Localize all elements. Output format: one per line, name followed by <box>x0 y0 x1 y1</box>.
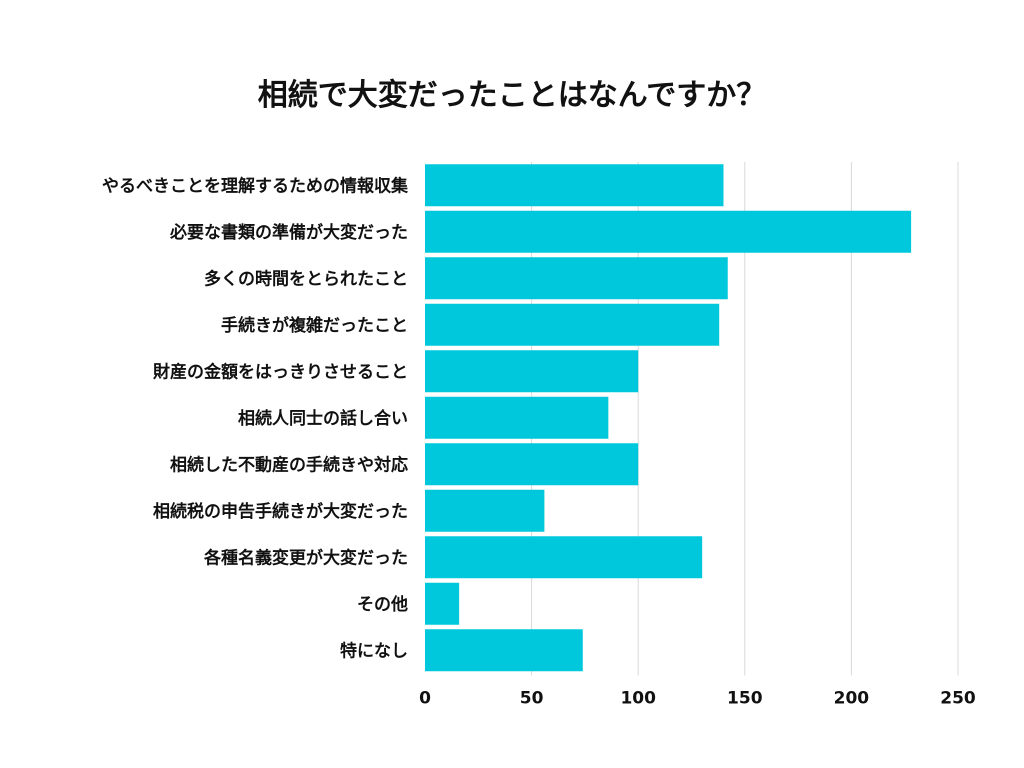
chart-title: 相続で大変だったことはなんですか？ <box>257 78 767 113</box>
bar <box>425 210 912 253</box>
category-label: 相続した不動産の手続きや対応 <box>170 454 408 475</box>
bar <box>425 164 724 207</box>
bar <box>425 629 583 672</box>
x-tick-label: 200 <box>834 689 870 709</box>
x-tick-label: 250 <box>940 689 976 709</box>
bar <box>425 489 545 532</box>
x-tick-label: 150 <box>727 689 763 709</box>
x-tick-label: 50 <box>520 689 544 709</box>
category-label: 多くの時間をとられたこと <box>204 268 408 289</box>
category-label: 必要な書類の準備が大変だった <box>169 222 408 243</box>
bar <box>425 582 460 625</box>
x-tick-label: 100 <box>620 689 656 709</box>
category-label: 相続人同士の話し合い <box>238 408 408 429</box>
category-label: やるべきことを理解するための情報収集 <box>102 175 409 196</box>
category-label: 相続税の申告手続きが大変だった <box>153 501 408 522</box>
bar <box>425 350 639 393</box>
x-tick-label: 0 <box>419 689 431 709</box>
category-label: 手続きが複雑だったこと <box>221 315 408 336</box>
bar <box>425 257 728 300</box>
category-label: 特になし <box>340 640 408 661</box>
category-label: その他 <box>357 594 408 615</box>
category-label: 各種名義変更が大変だった <box>203 547 408 568</box>
bar <box>425 303 720 346</box>
bar <box>425 396 609 439</box>
bar <box>425 536 703 579</box>
category-label: 財産の金額をはっきりさせること <box>152 361 408 382</box>
bar <box>425 443 639 486</box>
